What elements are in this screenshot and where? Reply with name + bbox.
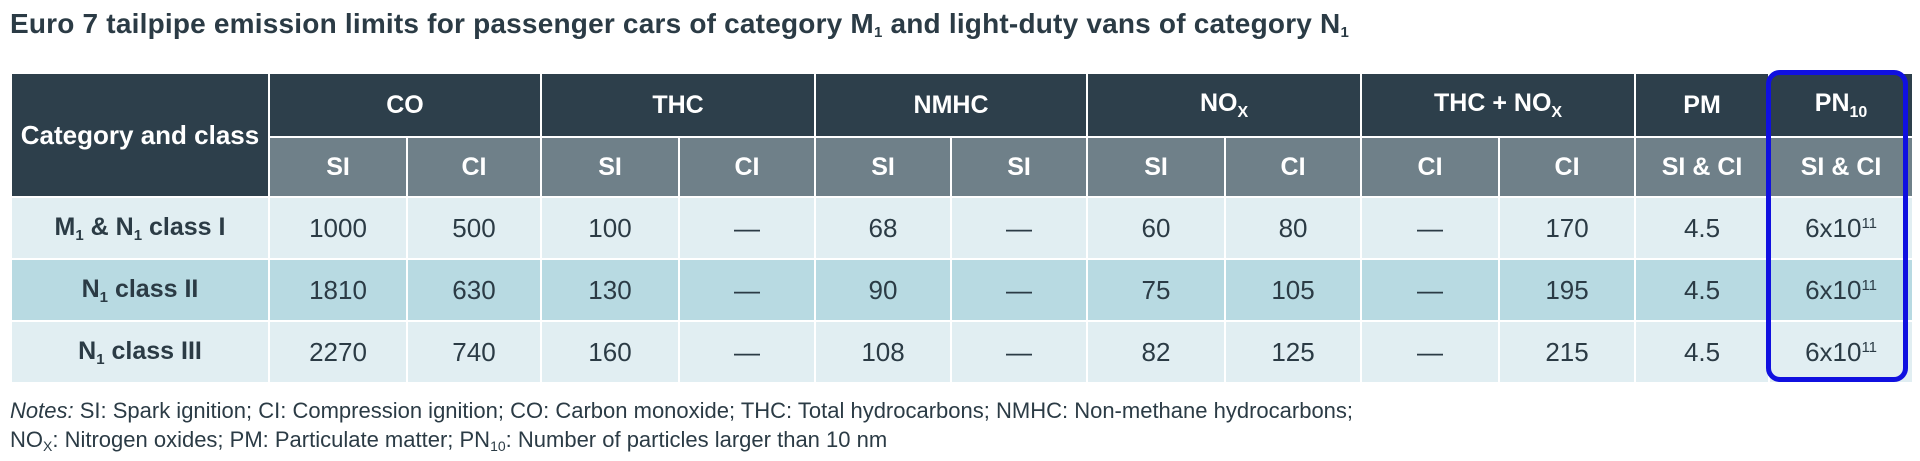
pn-cell: 6x1011 bbox=[1768, 320, 1915, 384]
table-cell: 4.5 bbox=[1634, 196, 1771, 260]
table-cell: — bbox=[950, 320, 1089, 384]
table-cell: 4.5 bbox=[1634, 258, 1771, 322]
table-cell: 80 bbox=[1224, 196, 1363, 260]
row-label: N1 class II bbox=[10, 258, 270, 322]
table-cell: — bbox=[1360, 258, 1501, 322]
table-cell: 68 bbox=[814, 196, 953, 260]
table-notes: Notes: SI: Spark ignition; CI: Compressi… bbox=[10, 396, 1910, 461]
table-cell: — bbox=[950, 196, 1089, 260]
table-cell: 4.5 bbox=[1634, 320, 1771, 384]
table-cell: 195 bbox=[1498, 258, 1637, 322]
subheader-cell: CI bbox=[1498, 136, 1637, 198]
group-header-nmhc: NMHC bbox=[814, 72, 1089, 138]
title-text-a: Euro 7 tailpipe emission limits for pass… bbox=[10, 8, 874, 39]
row-label: M1 & N1 class I bbox=[10, 196, 270, 260]
table-cell: 160 bbox=[540, 320, 680, 384]
subheader-cell: SI & CI bbox=[1768, 136, 1915, 198]
title-text-b: and light-duty vans of category N bbox=[882, 8, 1341, 39]
group-header-thc: THC bbox=[539, 72, 817, 138]
table-row: N1 class III 2270 740 160 — 108 — 82 125… bbox=[10, 320, 1915, 384]
subheader-cell: CI bbox=[1224, 136, 1363, 198]
pn-cell: 6x1011 bbox=[1768, 196, 1915, 260]
table-cell: 630 bbox=[406, 258, 542, 322]
table-cell: 740 bbox=[406, 320, 542, 384]
table-cell: 170 bbox=[1498, 196, 1637, 260]
table-cell: 1000 bbox=[268, 196, 408, 260]
table-cell: — bbox=[1360, 196, 1501, 260]
subheader-cell: SI & CI bbox=[1634, 136, 1771, 198]
table-cell: — bbox=[1360, 320, 1501, 384]
notes-line-1: Notes: SI: Spark ignition; CI: Compressi… bbox=[10, 398, 1354, 423]
table-cell: 125 bbox=[1224, 320, 1363, 384]
row-label: N1 class III bbox=[10, 320, 270, 384]
subheader-cell: SI bbox=[1086, 136, 1227, 198]
table-cell: 1810 bbox=[268, 258, 408, 322]
subheader-cell: CI bbox=[1360, 136, 1501, 198]
table-cell: 100 bbox=[540, 196, 680, 260]
table-cell: 82 bbox=[1086, 320, 1227, 384]
table-row: M1 & N1 class I 1000 500 100 — 68 — 60 8… bbox=[10, 196, 1915, 260]
title-subscript-a: 1 bbox=[873, 24, 883, 41]
pn-cell: 6x1011 bbox=[1768, 258, 1915, 322]
table-cell: 215 bbox=[1498, 320, 1637, 384]
notes-line-2: NOX: Nitrogen oxides; PM: Particulate ma… bbox=[10, 427, 888, 454]
header-row-ignition: SI CI SI CI SI SI SI CI CI CI SI & CI SI… bbox=[11, 136, 1915, 198]
table-cell: 108 bbox=[814, 320, 953, 384]
table-cell: 105 bbox=[1224, 258, 1363, 322]
group-header-thc-nox: THC + NOX bbox=[1360, 72, 1637, 138]
table-cell: 130 bbox=[540, 258, 680, 322]
table-cell: — bbox=[677, 320, 817, 384]
table-cell: 75 bbox=[1086, 258, 1227, 322]
group-header-nox: NOX bbox=[1086, 72, 1363, 138]
table-cell: — bbox=[950, 258, 1089, 322]
subheader-cell: CI bbox=[406, 136, 542, 198]
group-header-pm: PM bbox=[1634, 72, 1771, 138]
table-cell: 500 bbox=[406, 196, 542, 260]
header-row-groups: Category and class CO THC NMHC NOX THC +… bbox=[10, 72, 1915, 198]
page-title: Euro 7 tailpipe emission limits for pass… bbox=[10, 8, 1349, 41]
group-header-co: CO bbox=[268, 72, 542, 138]
table-cell: 60 bbox=[1086, 196, 1227, 260]
group-header-pn: PN10 bbox=[1768, 72, 1915, 138]
subheader-cell: SI bbox=[268, 136, 408, 198]
table-cell: 2270 bbox=[268, 320, 408, 384]
subheader-cell: SI bbox=[540, 136, 680, 198]
title-subscript-b: 1 bbox=[1340, 24, 1350, 41]
subheader-cell: SI bbox=[814, 136, 953, 198]
table-row: N1 class II 1810 630 130 — 90 — 75 105 —… bbox=[10, 258, 1915, 322]
subheader-cell: SI bbox=[950, 136, 1089, 198]
subheader-cell: CI bbox=[677, 136, 817, 198]
table-cell: — bbox=[677, 258, 817, 322]
table-cell: — bbox=[677, 196, 817, 260]
category-header: Category and class bbox=[10, 72, 270, 198]
emission-limits-table: Category and class CO THC NMHC NOX THC +… bbox=[10, 72, 1915, 384]
table-cell: 90 bbox=[814, 258, 953, 322]
